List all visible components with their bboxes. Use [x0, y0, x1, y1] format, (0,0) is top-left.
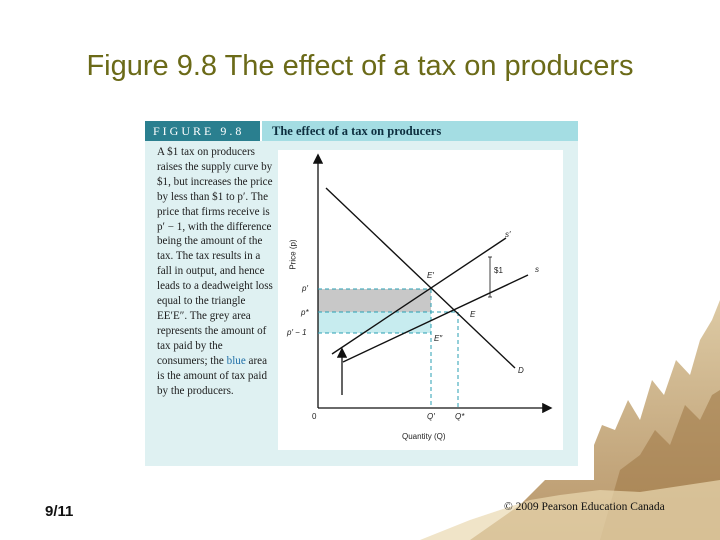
page-number: 9/11 — [45, 503, 74, 520]
y-axis-label: Price (p) — [288, 239, 298, 270]
caption-blue-word: blue — [226, 354, 246, 367]
e-double-prime-label: E″ — [434, 334, 443, 343]
q-star-label: Q* — [455, 412, 465, 421]
producer-tax-area — [318, 312, 431, 333]
supply-label: s — [535, 265, 539, 274]
demand-label: D — [518, 366, 524, 375]
tax-amount-label: $1 — [494, 266, 503, 275]
x-axis-label: Quantity (Q) — [402, 432, 446, 441]
origin-label: 0 — [312, 412, 317, 421]
supply-after-tax-curve — [331, 237, 507, 355]
figure-caption: A $1 tax on producers raises the supply … — [157, 145, 273, 398]
e-prime-label: E′ — [427, 271, 434, 280]
supply-after-tax-label: s′ — [505, 230, 511, 239]
q-prime-label: Q′ — [427, 412, 435, 421]
figure-number-label: FIGURE 9.8 — [145, 121, 260, 141]
consumer-tax-area — [318, 289, 431, 312]
tax-incidence-diagram — [312, 153, 553, 414]
supply-curve — [342, 274, 529, 363]
e-label: E — [470, 310, 476, 319]
slide-title: Figure 9.8 The effect of a tax on produc… — [86, 50, 634, 82]
demand-curve — [325, 187, 516, 369]
figure-header-title: The effect of a tax on producers — [262, 121, 578, 141]
copyright-notice: © 2009 Pearson Education Canada — [504, 501, 665, 513]
p-prime-minus-1-label: p′ − 1 — [287, 328, 307, 337]
p-prime-label: p′ — [302, 284, 308, 293]
p-star-label: p* — [301, 308, 309, 317]
caption-text-part2: area is the amount of tax paid by the pr… — [157, 354, 267, 397]
caption-text-part1: A $1 tax on producers raises the supply … — [157, 146, 273, 367]
